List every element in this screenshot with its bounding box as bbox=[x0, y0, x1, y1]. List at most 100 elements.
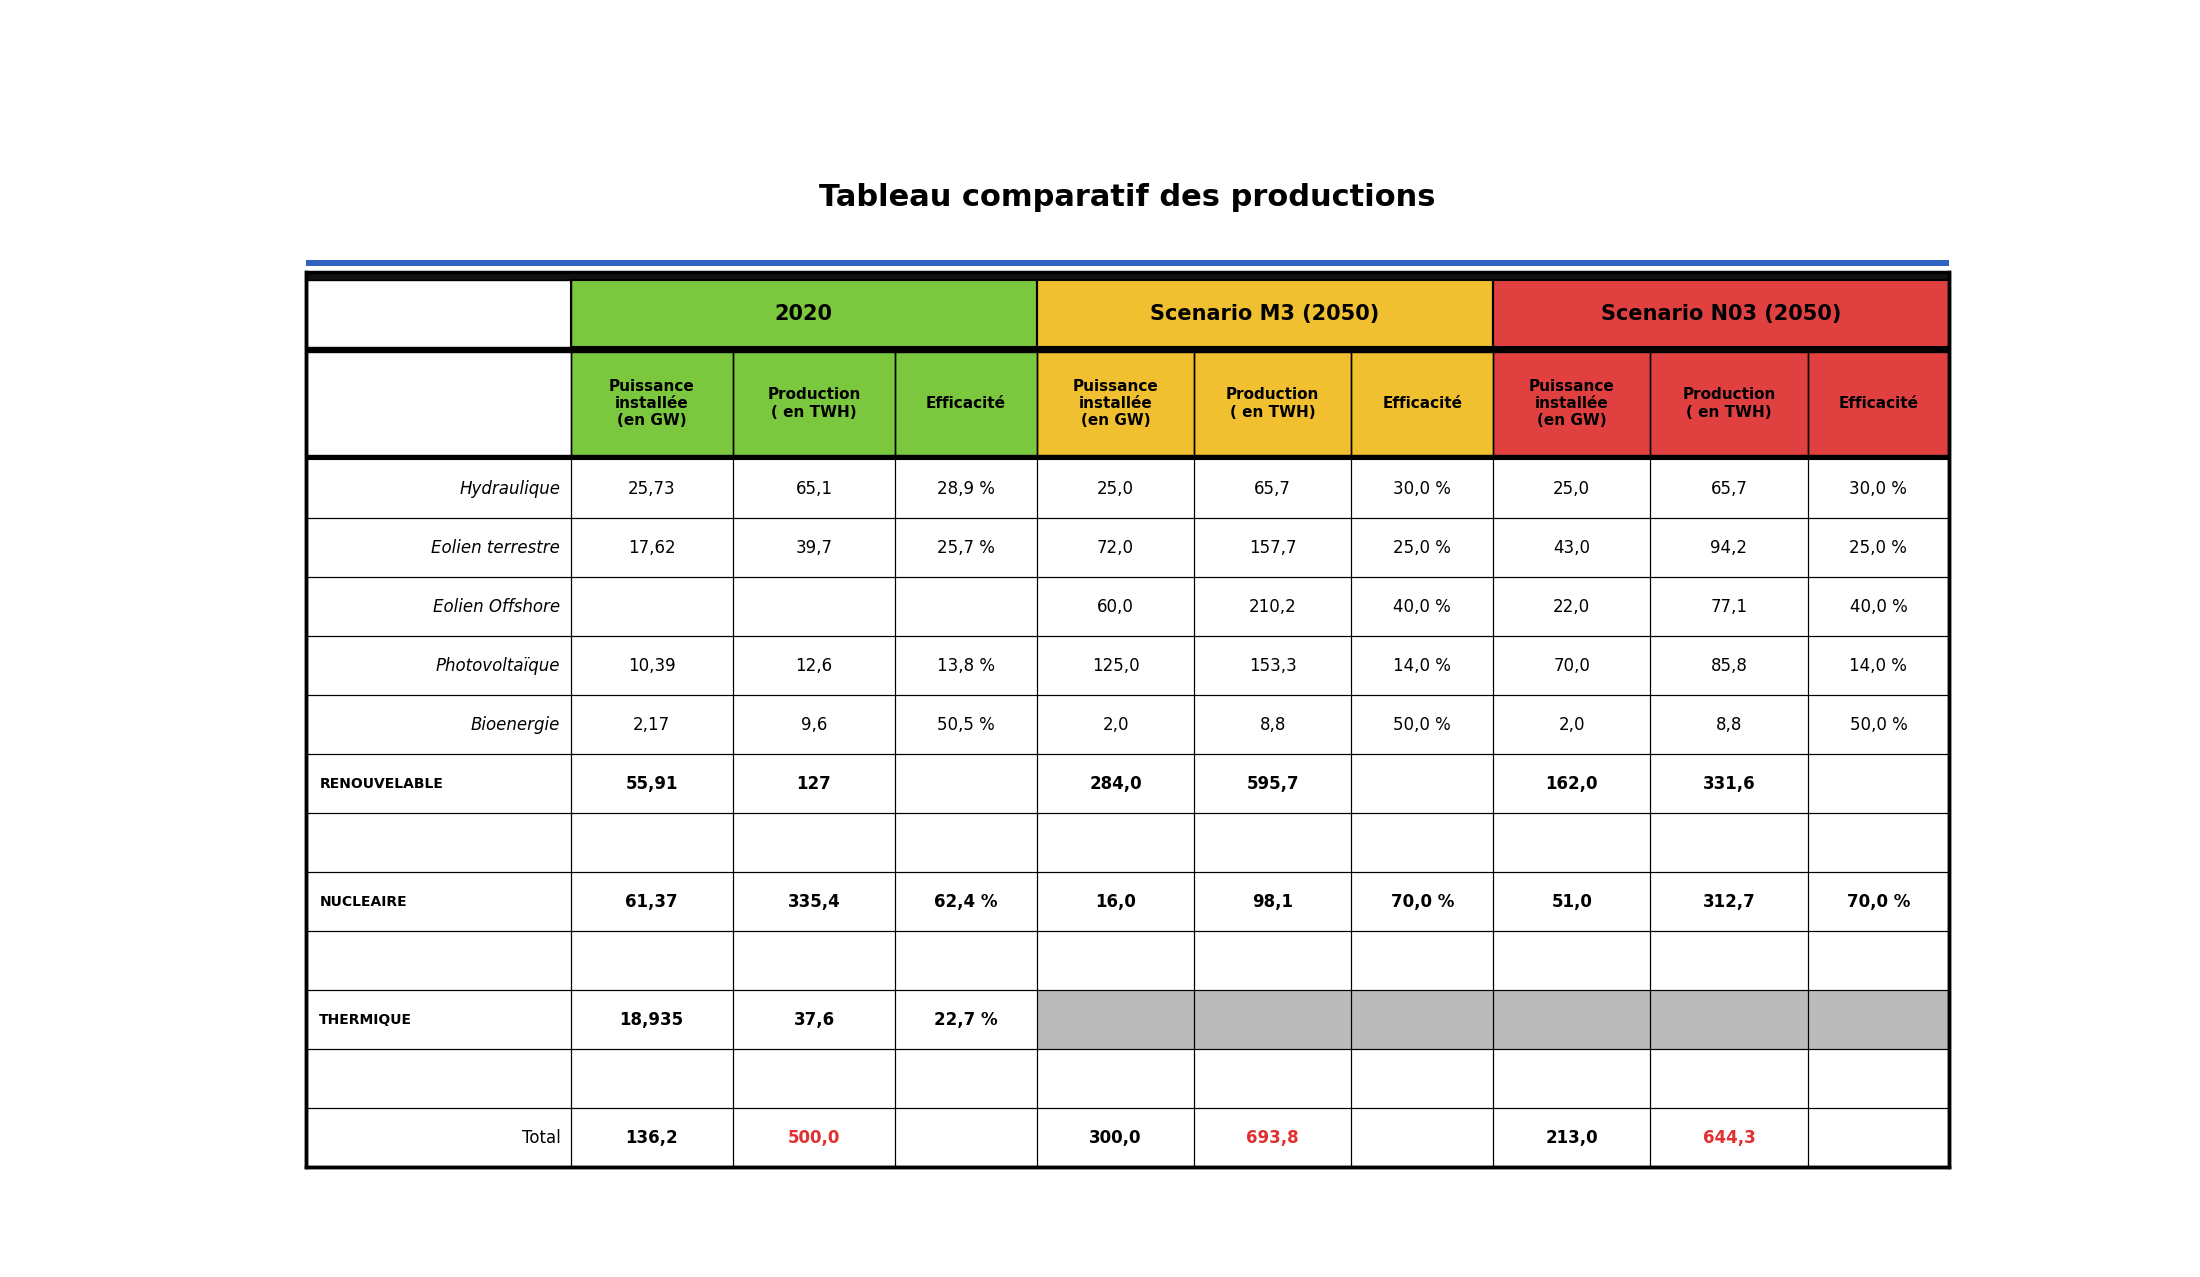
Bar bbox=[570, 352, 733, 455]
Bar bbox=[1650, 872, 1808, 931]
Text: 300,0: 300,0 bbox=[1089, 1129, 1142, 1147]
Bar bbox=[1195, 813, 1351, 872]
Bar bbox=[570, 872, 733, 931]
Bar bbox=[1351, 990, 1494, 1048]
Bar bbox=[1494, 577, 1650, 636]
Bar bbox=[570, 872, 733, 931]
Bar bbox=[1351, 753, 1494, 813]
Bar bbox=[895, 1048, 1036, 1108]
Bar bbox=[1351, 577, 1494, 636]
Bar bbox=[733, 636, 895, 695]
Bar bbox=[306, 931, 570, 990]
Bar bbox=[1195, 872, 1351, 931]
Text: 28,9 %: 28,9 % bbox=[937, 480, 994, 498]
Bar bbox=[1036, 753, 1195, 813]
Bar bbox=[306, 455, 1949, 458]
Bar bbox=[570, 753, 733, 813]
Bar bbox=[1650, 695, 1808, 753]
Bar bbox=[1351, 813, 1494, 872]
Bar bbox=[570, 990, 733, 1048]
Text: 644,3: 644,3 bbox=[1703, 1129, 1756, 1147]
Text: Puissance
installée
(en GW): Puissance installée (en GW) bbox=[1074, 378, 1159, 428]
Bar bbox=[733, 990, 895, 1048]
Bar bbox=[306, 813, 570, 872]
Text: 37,6: 37,6 bbox=[794, 1010, 834, 1028]
Bar bbox=[1650, 1108, 1808, 1167]
Text: Total: Total bbox=[521, 1129, 561, 1147]
Bar bbox=[306, 872, 570, 931]
Bar bbox=[1650, 695, 1808, 753]
Bar bbox=[1351, 518, 1494, 577]
Bar bbox=[306, 280, 570, 347]
Bar bbox=[1036, 1108, 1195, 1167]
Bar bbox=[306, 753, 570, 813]
Bar bbox=[1036, 458, 1195, 518]
Bar bbox=[1351, 518, 1494, 577]
Text: 2,0: 2,0 bbox=[1102, 715, 1129, 733]
Bar bbox=[1351, 931, 1494, 990]
Bar bbox=[570, 1108, 733, 1167]
Text: 22,7 %: 22,7 % bbox=[935, 1010, 999, 1028]
Bar bbox=[306, 518, 570, 577]
Bar bbox=[306, 577, 570, 636]
Bar bbox=[570, 458, 733, 518]
Bar bbox=[895, 872, 1036, 931]
Bar bbox=[1808, 931, 1949, 990]
Text: Bioenergie: Bioenergie bbox=[471, 715, 561, 733]
Bar bbox=[895, 636, 1036, 695]
Bar bbox=[733, 518, 895, 577]
Bar bbox=[733, 753, 895, 813]
Bar bbox=[1808, 813, 1949, 872]
Bar bbox=[1195, 518, 1351, 577]
Text: 284,0: 284,0 bbox=[1089, 775, 1142, 793]
Bar bbox=[733, 931, 895, 990]
Bar bbox=[1195, 577, 1351, 636]
Bar bbox=[1036, 931, 1195, 990]
Bar bbox=[733, 352, 895, 455]
Bar bbox=[1195, 352, 1351, 455]
Bar bbox=[306, 931, 570, 990]
Bar bbox=[1808, 577, 1949, 636]
Bar bbox=[1494, 1108, 1650, 1167]
Bar bbox=[1808, 872, 1949, 931]
Text: 50,5 %: 50,5 % bbox=[937, 715, 994, 733]
Bar bbox=[1494, 872, 1650, 931]
Bar bbox=[1494, 458, 1650, 518]
Bar bbox=[1650, 577, 1808, 636]
Bar bbox=[895, 872, 1036, 931]
Bar bbox=[1650, 990, 1808, 1048]
Bar bbox=[1808, 931, 1949, 990]
Bar bbox=[1036, 636, 1195, 695]
Bar bbox=[895, 990, 1036, 1048]
Bar bbox=[1650, 636, 1808, 695]
Bar bbox=[733, 813, 895, 872]
Bar bbox=[1650, 1048, 1808, 1108]
Bar bbox=[306, 352, 570, 455]
Text: 51,0: 51,0 bbox=[1551, 893, 1593, 911]
Bar bbox=[895, 458, 1036, 518]
Bar bbox=[1195, 636, 1351, 695]
Bar bbox=[1351, 695, 1494, 753]
Bar bbox=[895, 695, 1036, 753]
Bar bbox=[1195, 931, 1351, 990]
Bar bbox=[306, 695, 570, 753]
Bar bbox=[1036, 280, 1494, 347]
Text: 312,7: 312,7 bbox=[1703, 893, 1756, 911]
Bar bbox=[1351, 1048, 1494, 1108]
Text: 70,0 %: 70,0 % bbox=[1390, 893, 1454, 911]
Bar bbox=[570, 695, 733, 753]
Bar bbox=[1808, 695, 1949, 753]
Text: 65,7: 65,7 bbox=[1254, 480, 1291, 498]
Bar bbox=[570, 1048, 733, 1108]
Bar bbox=[1036, 872, 1195, 931]
Bar bbox=[1036, 990, 1195, 1048]
Bar bbox=[1808, 636, 1949, 695]
Bar bbox=[1650, 753, 1808, 813]
Text: 39,7: 39,7 bbox=[796, 539, 832, 557]
Bar bbox=[570, 990, 733, 1048]
Text: 162,0: 162,0 bbox=[1544, 775, 1597, 793]
Bar bbox=[895, 518, 1036, 577]
Text: 98,1: 98,1 bbox=[1252, 893, 1294, 911]
Bar bbox=[1808, 1048, 1949, 1108]
Bar bbox=[570, 813, 733, 872]
